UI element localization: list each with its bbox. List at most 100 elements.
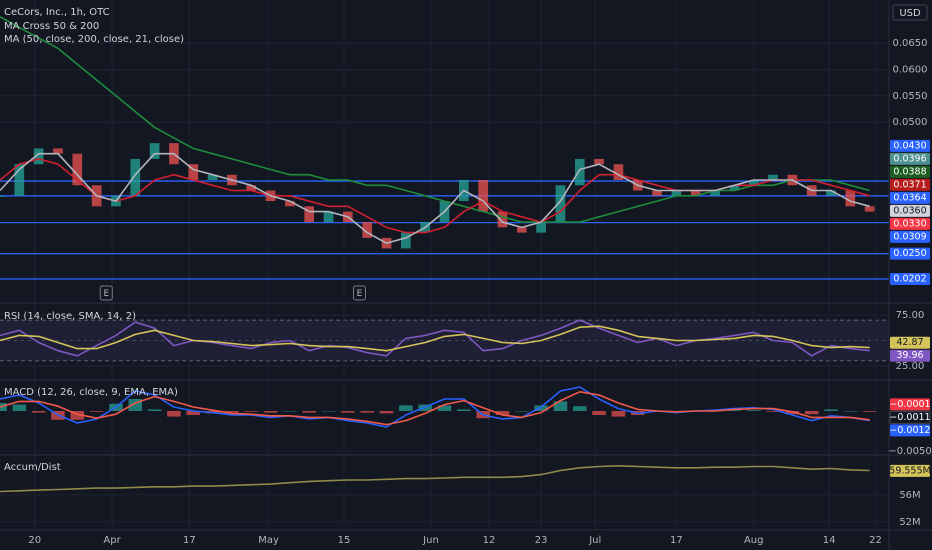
candle — [864, 206, 875, 212]
candle — [845, 190, 856, 207]
price-badge — [890, 217, 930, 230]
price-badge — [890, 178, 930, 191]
histogram-bar — [225, 411, 239, 413]
price-badge-label: 59.555M — [889, 465, 930, 476]
histogram-bar — [360, 411, 374, 413]
indicator-line — [0, 152, 870, 244]
earnings-marker-label: E — [357, 289, 363, 299]
x-tick-label: May — [258, 535, 279, 546]
candle — [0, 195, 5, 197]
price-badge-label: 0.0202 — [893, 273, 926, 284]
histogram-bar — [592, 411, 606, 415]
histogram-bar — [862, 411, 877, 412]
x-tick-label: Aug — [744, 535, 764, 546]
histogram-bar — [534, 405, 548, 411]
grid-layer — [0, 0, 889, 530]
candle — [478, 180, 488, 212]
earnings-marker — [352, 285, 366, 301]
price-badge-label: 0.0396 — [893, 153, 926, 164]
indicator-label: MA Cross 50 & 200 — [4, 21, 99, 32]
price-badge — [890, 464, 930, 477]
candle — [826, 190, 836, 196]
candle — [594, 158, 604, 165]
candle — [33, 148, 44, 165]
candle — [304, 206, 315, 223]
candle — [285, 201, 295, 207]
currency-label[interactable]: USD — [899, 8, 921, 19]
histogram-bar — [804, 411, 819, 415]
earnings-marker — [99, 285, 113, 301]
indicator-line — [0, 465, 870, 493]
candle — [14, 164, 25, 196]
candle — [516, 227, 527, 233]
candle — [188, 164, 199, 180]
price-badge — [890, 230, 930, 243]
candle — [207, 174, 218, 180]
candle — [690, 190, 701, 196]
candle — [748, 180, 759, 186]
y-tick-label: −0.0050 — [888, 446, 931, 457]
histogram-bar — [0, 403, 7, 411]
price-badge-label: 0.0371 — [893, 179, 926, 190]
candle — [613, 164, 624, 180]
price-badge — [890, 165, 930, 178]
y-tick-label: 25.00 — [896, 361, 925, 372]
histogram-bar — [263, 411, 278, 413]
y-tick-label: 75.00 — [896, 310, 925, 321]
candle — [555, 185, 566, 223]
x-tick-label: 22 — [869, 535, 882, 546]
earnings-marker-label: E — [103, 289, 109, 299]
y-tick-label: 0.0550 — [893, 91, 928, 102]
price-badge — [890, 349, 930, 362]
indicator-line — [0, 16, 870, 223]
indicator-line — [0, 325, 870, 352]
x-tick-label: 17 — [670, 535, 683, 546]
histogram-bar — [341, 411, 355, 413]
histogram-bar — [302, 411, 316, 413]
candle — [246, 185, 257, 191]
price-badge-label: 0.0360 — [893, 205, 926, 216]
price-badge-label: 0.0388 — [893, 166, 926, 177]
price-badge-label: −0.0012 — [889, 425, 930, 436]
indicator-line — [0, 391, 870, 426]
x-tick-label: Jun — [422, 535, 439, 546]
histogram-bar — [167, 411, 181, 417]
x-tick-label: 20 — [28, 535, 41, 546]
currency-box[interactable] — [892, 4, 928, 21]
price-badge — [889, 410, 931, 424]
histogram-bar — [746, 410, 761, 411]
price-badge-label: 0.0430 — [893, 140, 926, 151]
histogram-bar — [437, 405, 452, 411]
histogram-bar — [457, 409, 471, 411]
histogram-bar — [553, 401, 568, 411]
pane-label: RSI (14, close, SMA, 14, 2) — [4, 311, 136, 322]
y-tick-label: 0.0600 — [893, 64, 928, 75]
price-badge — [890, 204, 930, 217]
marks-layer — [0, 16, 889, 493]
labels-layer: CeCors, Inc., 1h, OTC MA Cross 50 & 200 … — [4, 4, 932, 546]
candle — [130, 158, 141, 196]
price-badge — [890, 424, 930, 437]
histogram-bar — [573, 406, 587, 411]
indicator-line — [0, 319, 870, 357]
candle — [72, 153, 83, 186]
candle — [652, 190, 662, 196]
x-tick-label: 23 — [535, 535, 548, 546]
price-badge — [890, 152, 930, 165]
histogram-bar — [31, 411, 46, 413]
histogram-bar — [147, 409, 162, 411]
candle — [710, 190, 720, 196]
x-tick-label: Apr — [103, 535, 121, 546]
price-badge-label: −0.0001 — [889, 399, 930, 410]
histogram-bar — [399, 405, 413, 411]
price-badge-label: −0.0011 — [889, 412, 930, 423]
histogram-bar — [283, 411, 297, 412]
histogram-bar — [727, 410, 742, 411]
price-badge-label: 0.0364 — [893, 192, 926, 203]
symbol-title: CeCors, Inc., 1h, OTC — [4, 7, 110, 18]
candle — [497, 211, 508, 228]
histogram-bar — [824, 409, 838, 411]
price-badge-label: 0.0250 — [893, 248, 926, 259]
